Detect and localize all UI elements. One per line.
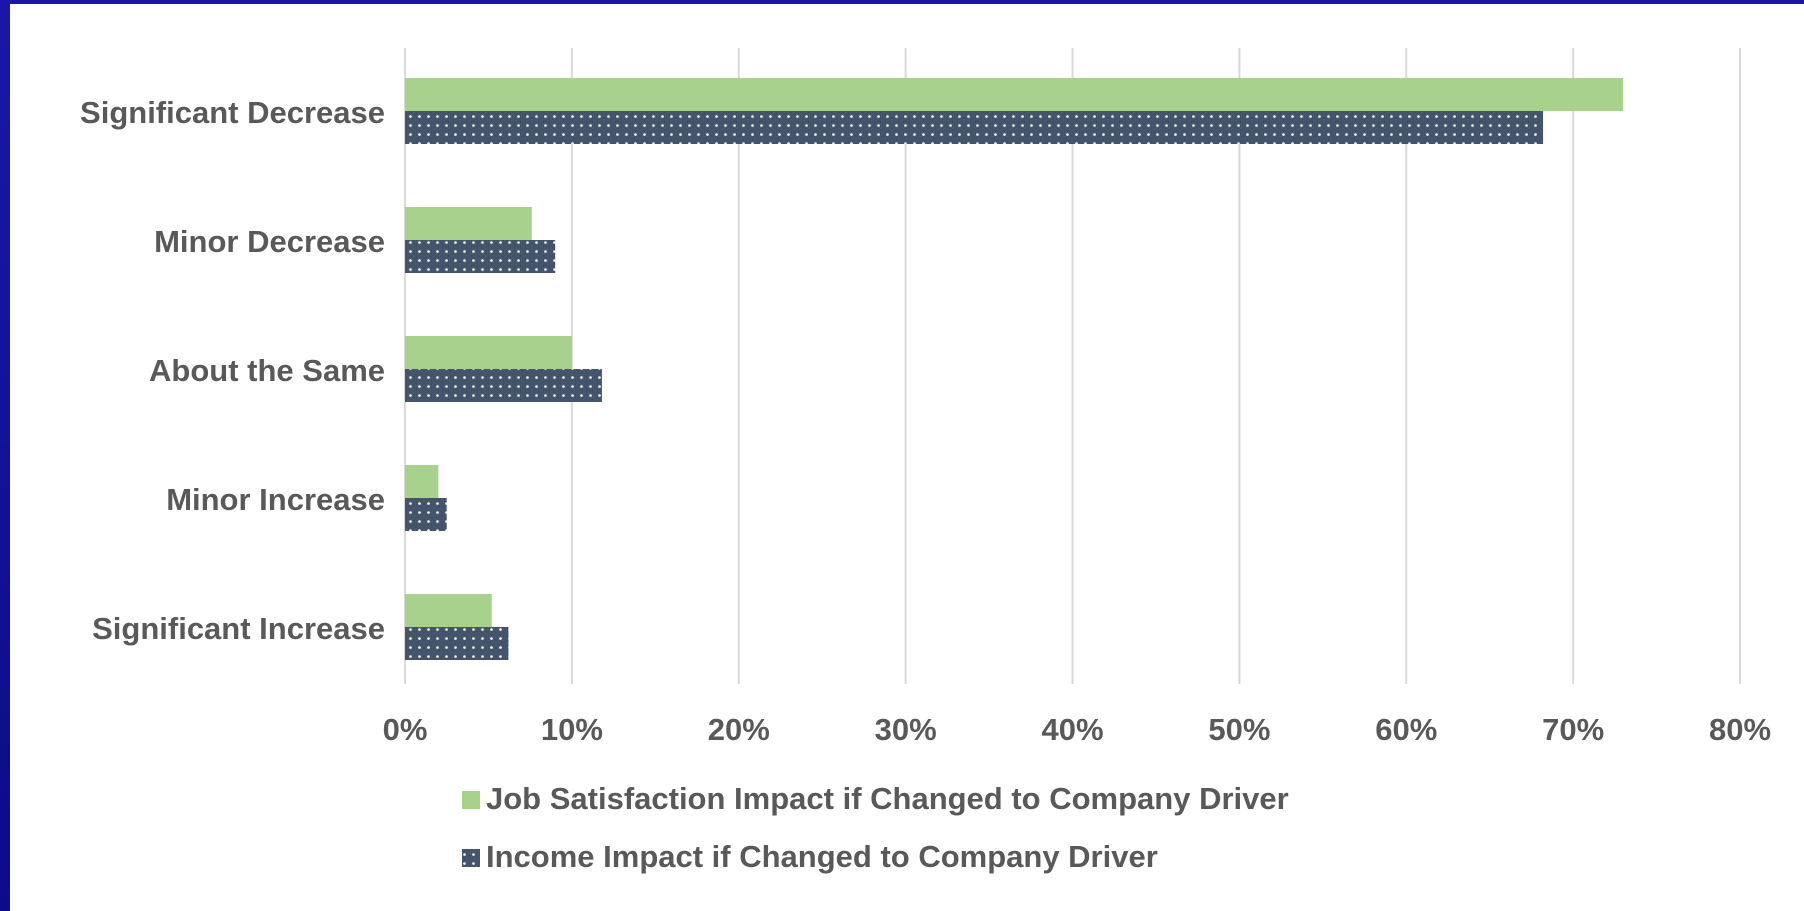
bar-income bbox=[405, 627, 509, 660]
x-tick-label: 60% bbox=[1375, 712, 1437, 747]
category-label: Significant Increase bbox=[92, 611, 385, 646]
category-label: Minor Decrease bbox=[154, 224, 385, 259]
legend-swatch-job-satisfaction bbox=[462, 791, 480, 809]
category-label: About the Same bbox=[149, 353, 385, 388]
bar-income bbox=[405, 240, 556, 273]
legend-label: Income Impact if Changed to Company Driv… bbox=[486, 839, 1158, 874]
bar-job-satisfaction bbox=[405, 594, 492, 627]
x-axis-tick-labels: 0% 10% 20% 30% 40% 50% 60% 70% 80% bbox=[383, 712, 1771, 747]
chart-panel: Significant Decrease Minor Decrease About … bbox=[10, 4, 1804, 911]
bar-income bbox=[405, 369, 602, 402]
x-tick-label: 40% bbox=[1041, 712, 1103, 747]
x-tick-label: 30% bbox=[875, 712, 937, 747]
x-tick-label: 50% bbox=[1208, 712, 1270, 747]
bar-income bbox=[405, 498, 447, 531]
bar-job-satisfaction bbox=[405, 465, 439, 498]
x-tick-label: 70% bbox=[1542, 712, 1604, 747]
bar-job-satisfaction bbox=[405, 207, 532, 240]
x-tick-label: 10% bbox=[541, 712, 603, 747]
category-label: Significant Decrease bbox=[80, 95, 385, 130]
x-tick-label: 80% bbox=[1709, 712, 1771, 747]
legend-swatch-income bbox=[462, 849, 480, 867]
x-tick-label: 0% bbox=[383, 712, 428, 747]
category-labels: Significant Decrease Minor Decrease About … bbox=[80, 95, 385, 646]
category-label: Minor Increase bbox=[166, 482, 385, 517]
legend-label: Job Satisfaction Impact if Changed to Co… bbox=[486, 781, 1289, 816]
gridlines bbox=[404, 48, 1741, 684]
bar-job-satisfaction bbox=[405, 336, 572, 369]
bar-chart: Significant Decrease Minor Decrease About … bbox=[80, 48, 1771, 874]
x-tick-label: 20% bbox=[708, 712, 770, 747]
bar-job-satisfaction bbox=[405, 78, 1624, 111]
bars bbox=[405, 78, 1624, 660]
bar-income bbox=[405, 111, 1544, 144]
legend: Job Satisfaction Impact if Changed to Co… bbox=[462, 781, 1289, 874]
